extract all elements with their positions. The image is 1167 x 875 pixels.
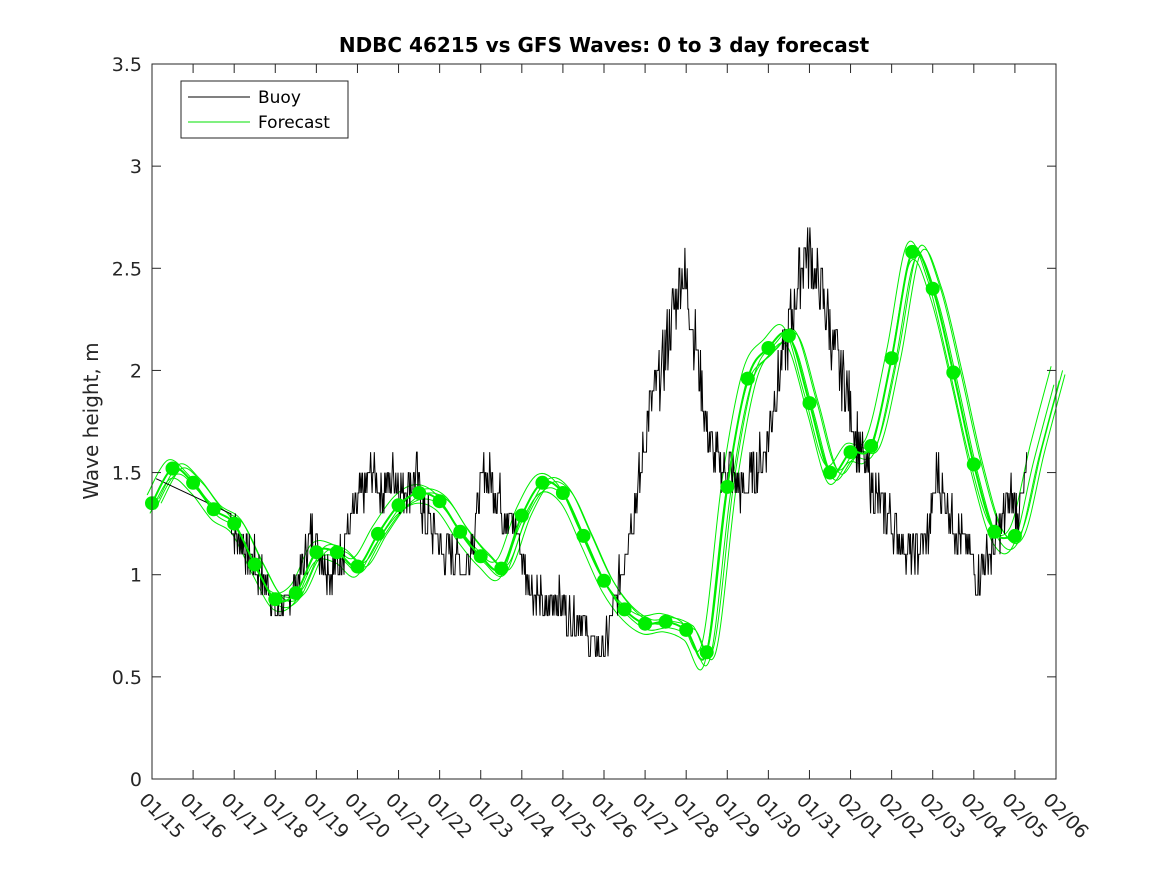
forecast-point [658, 614, 673, 629]
forecast-point [966, 457, 981, 472]
y-tick-label: 2.5 [112, 258, 142, 280]
y-tick-label: 1.5 [112, 463, 142, 485]
y-tick-label: 3.5 [112, 54, 142, 76]
forecast-point [350, 559, 365, 574]
forecast-point [576, 528, 591, 543]
forecast-point [925, 281, 940, 296]
forecast-point [371, 526, 385, 541]
forecast-point [802, 396, 817, 411]
forecast-point [781, 328, 796, 343]
forecast-point [905, 244, 920, 259]
y-tick-label: 1 [130, 565, 142, 587]
forecast-point [453, 524, 468, 539]
legend-buoy-label: Buoy [258, 88, 301, 108]
forecast-point [227, 516, 242, 531]
forecast-point [884, 351, 899, 366]
forecast-point [309, 545, 324, 560]
forecast-point [268, 592, 283, 607]
y-tick-label: 0 [130, 769, 142, 791]
y-tick-label: 2 [130, 360, 142, 382]
forecast-point [823, 465, 837, 480]
forecast-point [329, 545, 344, 560]
y-axis: 0 0.5 1 1.5 2 2.5 3 3.5 [112, 54, 1056, 791]
forecast-point [679, 622, 694, 637]
forecast-point [165, 461, 180, 476]
buoy-series [155, 227, 1028, 657]
forecast-point [432, 494, 447, 509]
forecast-point [617, 602, 632, 617]
legend-forecast-label: Forecast [258, 113, 330, 133]
forecast-point [740, 371, 755, 386]
y-tick-label: 0.5 [112, 667, 142, 689]
forecast-point [946, 365, 961, 380]
forecast-point [206, 502, 221, 517]
legend: Buoy Forecast [180, 80, 349, 139]
forecast-point [473, 549, 488, 564]
forecast-point [288, 586, 303, 601]
forecast-point [843, 445, 858, 460]
forecast-point [412, 486, 427, 500]
chart-title: NDBC 46215 vs GFS Waves: 0 to 3 day fore… [339, 33, 870, 57]
forecast-point [391, 498, 406, 513]
forecast-point [699, 645, 714, 660]
legend-box [180, 80, 349, 139]
buoy-line [155, 227, 1028, 657]
plot-area [152, 64, 1056, 779]
forecast-point [186, 475, 201, 490]
forecast-point [1007, 528, 1022, 543]
forecast-ensemble-line [149, 259, 1055, 671]
forecast-point [638, 616, 653, 631]
forecast-point [247, 557, 262, 572]
forecast-point [864, 439, 879, 453]
y-axis-label: Wave height, m [79, 342, 103, 499]
forecast-point [720, 479, 735, 494]
forecast-series [145, 244, 1022, 661]
forecast-point [761, 341, 776, 355]
forecast-point [494, 561, 509, 576]
forecast-point [555, 486, 570, 500]
forecast-point [514, 508, 529, 523]
forecast-point [597, 573, 611, 588]
forecast-point [535, 475, 550, 490]
forecast-point [987, 524, 1002, 539]
y-tick-label: 3 [130, 156, 142, 178]
